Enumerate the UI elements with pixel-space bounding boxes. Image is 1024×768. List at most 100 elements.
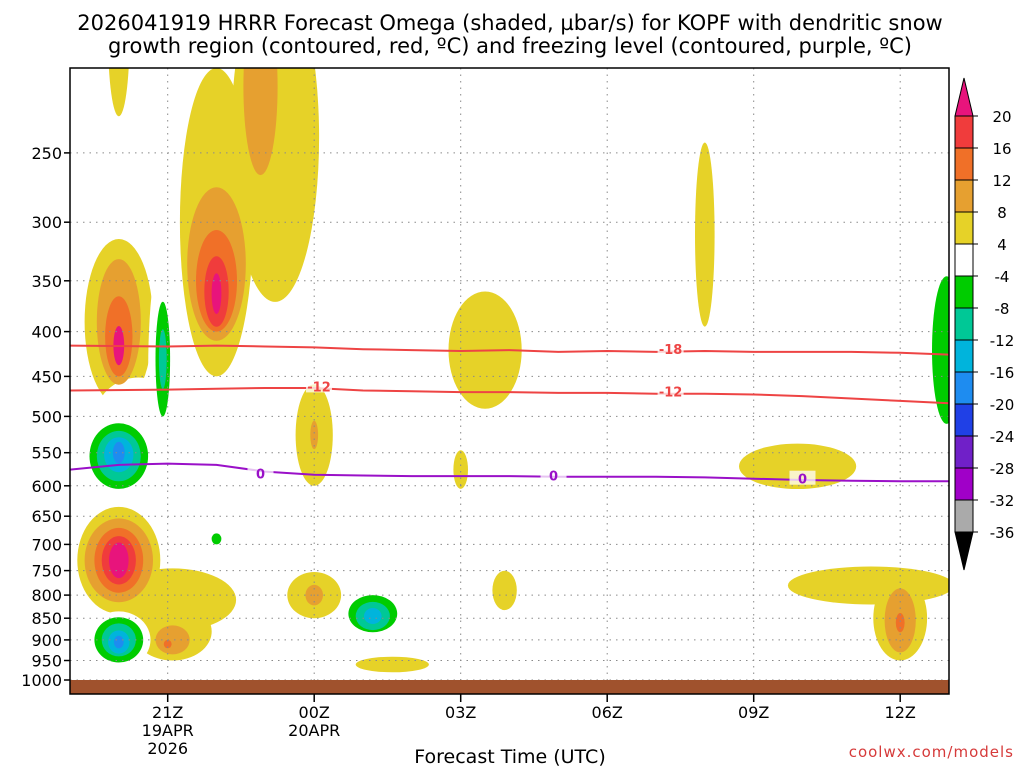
omega-blob-sinking-510 bbox=[552, 381, 565, 467]
colorbar-cell-6 bbox=[954, 275, 974, 309]
contour-dendritic-top bbox=[70, 344, 949, 356]
colorbar-label--24: -24 bbox=[990, 428, 1015, 446]
colorbar-cell-5 bbox=[954, 243, 974, 277]
colorbar-label--28: -28 bbox=[990, 460, 1015, 478]
contour-label-bg bbox=[789, 470, 816, 485]
omega-blob-rising-575 bbox=[453, 450, 469, 489]
omega-blob-rising-720-e bbox=[109, 542, 129, 579]
x-tick-label-06Z-0: 06Z bbox=[592, 703, 623, 722]
y-tick-label-350: 350 bbox=[31, 272, 62, 291]
y-tick-label-300: 300 bbox=[31, 213, 62, 232]
omega-blob-rising-high-b bbox=[243, 68, 278, 176]
chart-title-line2: growth region (contoured, red, ºC) and f… bbox=[108, 34, 912, 58]
omega-blob-rising-360-e bbox=[211, 273, 222, 314]
colorbar-label--16: -16 bbox=[990, 364, 1015, 382]
plot-frame bbox=[69, 67, 950, 695]
colorbar-label--12: -12 bbox=[990, 332, 1015, 350]
y-tick-label-650: 650 bbox=[31, 507, 62, 526]
contour-label-bg bbox=[306, 378, 332, 393]
contour-label-dendritic-top-0: -18 bbox=[659, 343, 683, 358]
colorbar-label--36: -36 bbox=[990, 524, 1015, 542]
y-tick-label-750: 750 bbox=[31, 562, 62, 581]
omega-blob-rising-850-c bbox=[163, 639, 172, 649]
colorbar: 20 16 12 8 4 -4 -8 -12 -16 -20 -24 -28 -32 -36 bbox=[954, 77, 1015, 571]
colorbar-cell-11 bbox=[954, 435, 974, 469]
colorbar-label-4: 4 bbox=[997, 236, 1007, 254]
y-tick-label-1000: 1000 bbox=[21, 671, 62, 690]
omega-blob-sinking-690 bbox=[214, 517, 288, 561]
contour-dendritic-bottom bbox=[70, 387, 949, 405]
colorbar-label--20: -20 bbox=[990, 396, 1015, 414]
contour-label-dendritic-bottom-0: -12 bbox=[307, 380, 331, 395]
y-tick-label-500: 500 bbox=[31, 407, 62, 426]
omega-blob-sinking-490 bbox=[233, 396, 268, 419]
omega-blob-sinking-430 bbox=[388, 313, 416, 405]
omega-shading-layer bbox=[77, 68, 949, 677]
colorbar-top-arrow bbox=[954, 77, 974, 117]
colorbar-bottom-arrow bbox=[954, 531, 974, 571]
contour-labels: -18 -12 -12 0 0 0 bbox=[247, 341, 816, 488]
omega-blob-sinking-360 bbox=[300, 251, 328, 336]
y-tick-label-850: 850 bbox=[31, 609, 62, 628]
omega-blob-sinking-870 bbox=[778, 618, 857, 645]
contour-label-bg bbox=[657, 341, 684, 356]
colorbar-label-8: 8 bbox=[997, 204, 1007, 222]
colorbar-label--32: -32 bbox=[990, 492, 1015, 510]
x-tick-label-21Z-2: 2026 bbox=[147, 739, 188, 758]
colorbar-label-16: 16 bbox=[992, 140, 1011, 158]
y-tick-label-900: 900 bbox=[31, 631, 62, 650]
ground-bar bbox=[70, 680, 949, 694]
omega-blob-rising-850-b bbox=[155, 625, 190, 655]
contour-label-freezing-level-2: 0 bbox=[798, 473, 807, 488]
omega-blob-rising-850-f bbox=[895, 613, 905, 633]
y-tick-label-250: 250 bbox=[31, 144, 62, 163]
omega-blob-sinking-930 bbox=[450, 642, 471, 663]
y-tick-label-550: 550 bbox=[31, 444, 62, 463]
contour-label-bg bbox=[657, 383, 684, 398]
contour-label-bg bbox=[247, 465, 274, 480]
colorbar-cell-1 bbox=[954, 115, 974, 149]
contour-label-freezing-level-1: 0 bbox=[549, 470, 558, 485]
y-tick-label-600: 600 bbox=[31, 477, 62, 496]
x-axis-label: Forecast Time (UTC) bbox=[414, 746, 605, 768]
omega-blob-sinking-420 bbox=[812, 301, 871, 417]
omega-blob-sinking-910-e bbox=[113, 635, 124, 649]
omega-blob-rising-950 bbox=[355, 656, 429, 673]
x-tick-label-00Z-0: 00Z bbox=[299, 703, 330, 722]
y-tick-label-450: 450 bbox=[31, 367, 62, 386]
omega-blob-rising-790 bbox=[492, 570, 517, 611]
omega-blob-rising-250 bbox=[108, 68, 129, 117]
site-credit: coolwx.com/models bbox=[849, 743, 1014, 761]
omega-blob-rising-800-d bbox=[787, 566, 949, 605]
colorbar-cell-4 bbox=[954, 211, 974, 245]
contour-label-bg bbox=[540, 467, 567, 482]
omega-blob-sinking-right-b bbox=[932, 276, 949, 424]
colorbar-cell-3 bbox=[954, 179, 974, 213]
x-tick-label-03Z-0: 03Z bbox=[445, 703, 476, 722]
omega-blob-rising-300 bbox=[695, 142, 715, 327]
colorbar-cell-2 bbox=[954, 147, 974, 181]
chart-title-line1: 2026041919 HRRR Forecast Omega (shaded, … bbox=[77, 11, 942, 35]
y-tick-label-950: 950 bbox=[31, 652, 62, 671]
colorbar-cell-13 bbox=[954, 499, 974, 533]
omega-blob-rising-520-b bbox=[310, 420, 319, 450]
omega-blob-sinking-970 bbox=[753, 659, 871, 674]
omega-blob-sinking-960 bbox=[941, 652, 949, 677]
omega-blob-rising-570 bbox=[739, 443, 857, 489]
colorbar-label-20: 20 bbox=[992, 108, 1011, 126]
colorbar-cell-8 bbox=[954, 339, 974, 373]
colorbar-label--4: -4 bbox=[995, 268, 1010, 286]
x-tick-label-21Z-1: 19APR bbox=[142, 721, 194, 740]
colorbar-label--8: -8 bbox=[995, 300, 1010, 318]
omega-blob-sinking-560-e bbox=[112, 441, 125, 464]
x-tick-label-12Z-0: 12Z bbox=[885, 703, 916, 722]
colorbar-cell-9 bbox=[954, 371, 974, 405]
omega-blob-sinking-400-c bbox=[158, 329, 167, 389]
colorbar-cell-12 bbox=[954, 467, 974, 501]
colorbar-label-12: 12 bbox=[992, 172, 1011, 190]
x-tick-label-21Z-0: 21Z bbox=[152, 703, 183, 722]
colorbar-cell-7 bbox=[954, 307, 974, 341]
omega-blob-sinking-850-d bbox=[364, 608, 382, 624]
